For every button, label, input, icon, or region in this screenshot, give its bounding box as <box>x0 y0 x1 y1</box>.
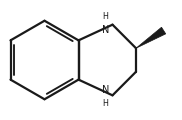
Text: N: N <box>102 85 109 95</box>
Text: H: H <box>102 99 108 108</box>
Text: N: N <box>102 25 109 35</box>
Polygon shape <box>136 27 166 48</box>
Text: H: H <box>102 12 108 21</box>
